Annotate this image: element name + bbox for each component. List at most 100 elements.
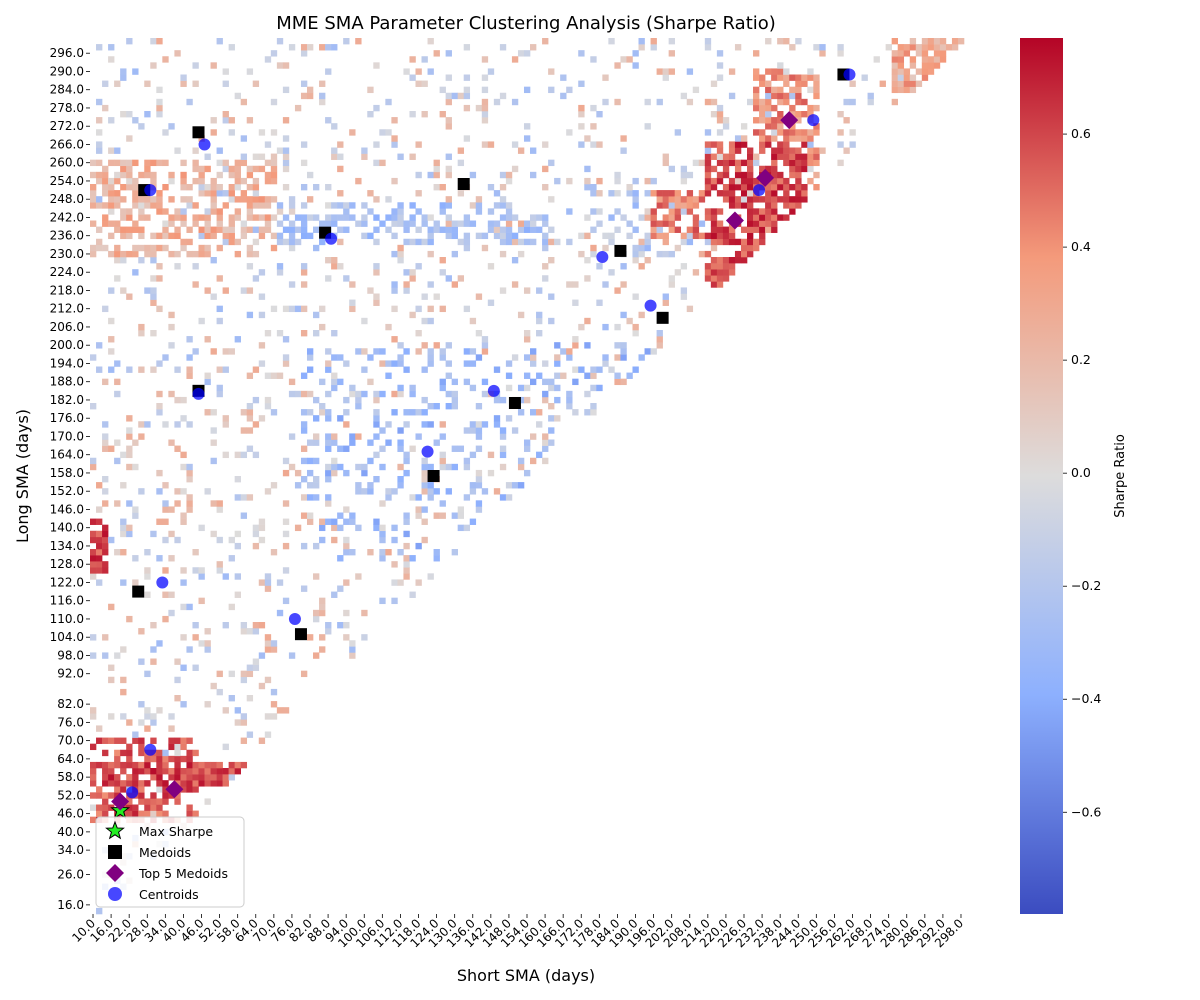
- heatmap-cell: [258, 165, 266, 173]
- heatmap-cell: [644, 123, 651, 130]
- heatmap-cell: [704, 177, 712, 185]
- heatmap-cell: [511, 427, 519, 434]
- heatmap-cell: [517, 147, 525, 154]
- heatmap-cell: [90, 250, 97, 258]
- heatmap-cell: [288, 281, 296, 288]
- heatmap-cell: [765, 220, 772, 227]
- heatmap-cell: [783, 177, 790, 185]
- heatmap-cell: [138, 488, 145, 495]
- heatmap-cell: [325, 348, 332, 355]
- heatmap-cell: [560, 372, 567, 379]
- heatmap-cell: [686, 68, 694, 75]
- heatmap-cell: [777, 92, 784, 100]
- heatmap-cell: [728, 263, 736, 270]
- heatmap-cell: [150, 792, 157, 799]
- heatmap-cell: [638, 354, 645, 361]
- heatmap-cell: [319, 44, 326, 51]
- heatmap-cell: [704, 159, 712, 167]
- heatmap-cell: [306, 171, 314, 179]
- heatmap-cell: [234, 591, 241, 598]
- heatmap-cell: [90, 159, 97, 167]
- heatmap-cell: [759, 165, 766, 173]
- heatmap-cell: [282, 159, 290, 167]
- heatmap-cell: [156, 469, 163, 477]
- heatmap-cell: [728, 226, 736, 233]
- heatmap-cell: [96, 567, 103, 574]
- heatmap-cell: [517, 463, 525, 471]
- heatmap-cell: [421, 111, 428, 118]
- heatmap-cell: [102, 104, 109, 112]
- heatmap-cell: [210, 190, 217, 197]
- heatmap-cell: [795, 153, 802, 160]
- heatmap-cell: [102, 305, 109, 313]
- heatmap-cell: [264, 403, 272, 410]
- heatmap-cell: [517, 457, 525, 465]
- heatmap-cell: [614, 354, 621, 361]
- heatmap-cell: [168, 591, 175, 598]
- heatmap-cell: [102, 171, 109, 179]
- heatmap-cell: [704, 98, 712, 106]
- markers: [110, 68, 856, 820]
- heatmap-cell: [216, 500, 223, 507]
- heatmap-cell: [192, 220, 199, 227]
- heatmap-cell: [632, 293, 639, 300]
- heatmap-cell: [288, 232, 296, 240]
- heatmap-cell: [120, 159, 127, 167]
- heatmap-cell: [216, 506, 223, 513]
- heatmap-cell: [903, 50, 911, 57]
- heatmap-cell: [234, 768, 241, 775]
- heatmap-cell: [813, 44, 820, 51]
- heatmap-cell: [132, 202, 139, 209]
- heatmap-cell: [722, 165, 730, 173]
- heatmap-cell: [765, 117, 772, 124]
- heatmap-cell: [445, 117, 452, 124]
- heatmap-cell: [523, 469, 531, 477]
- heatmap-cell: [96, 536, 103, 544]
- heatmap-cell: [288, 305, 296, 313]
- heatmap-cell: [891, 86, 898, 94]
- heatmap-cell: [234, 92, 241, 100]
- heatmap-cell: [282, 153, 290, 160]
- heatmap-cell: [493, 202, 501, 209]
- heatmap-cell: [722, 153, 730, 160]
- heatmap-cell: [198, 165, 205, 173]
- heatmap-cell: [132, 177, 139, 185]
- heatmap-cell: [216, 567, 223, 574]
- heatmap-cell: [156, 208, 163, 215]
- heatmap-cell: [457, 159, 465, 167]
- heatmap-cell: [759, 238, 766, 246]
- heatmap-cell: [463, 92, 471, 100]
- heatmap-cell: [294, 104, 302, 112]
- heatmap-cell: [258, 536, 266, 544]
- heatmap-cell: [566, 354, 573, 361]
- heatmap-cell: [132, 269, 139, 276]
- heatmap-cell: [361, 348, 368, 355]
- heatmap-cell: [777, 123, 784, 130]
- heatmap-cell: [144, 761, 151, 769]
- heatmap-cell: [439, 433, 446, 440]
- heatmap-cell: [367, 208, 374, 215]
- heatmap-cell: [252, 214, 260, 221]
- heatmap-cell: [747, 190, 754, 197]
- heatmap-cell: [180, 396, 187, 404]
- heatmap-cell: [747, 98, 754, 106]
- heatmap-cell: [162, 226, 169, 233]
- heatmap-cell: [168, 196, 175, 203]
- heatmap-cell: [132, 439, 139, 446]
- heatmap-cell: [192, 768, 199, 775]
- heatmap-cell: [801, 153, 808, 160]
- heatmap-cell: [536, 287, 543, 294]
- heatmap-cell: [120, 482, 127, 489]
- heatmap-cell: [499, 232, 507, 240]
- heatmap-cell: [180, 768, 187, 775]
- heatmap-cell: [180, 220, 187, 227]
- heatmap-cell: [204, 190, 211, 197]
- heatmap-cell: [180, 415, 187, 422]
- heatmap-cell: [463, 214, 471, 221]
- heatmap-cell: [801, 165, 808, 173]
- heatmap-cell: [313, 439, 320, 446]
- heatmap-cell: [638, 250, 645, 258]
- heatmap-cell: [734, 177, 742, 185]
- heatmap-cell: [759, 104, 766, 112]
- heatmap-cell: [240, 98, 248, 106]
